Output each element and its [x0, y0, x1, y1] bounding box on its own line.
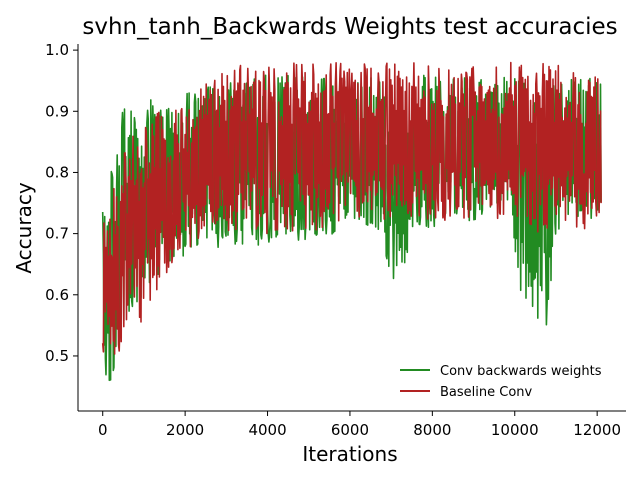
x-tick-label: 2000: [166, 421, 204, 439]
y-axis-title: Accuracy: [12, 182, 36, 273]
legend-label-0: Conv backwards weights: [440, 364, 602, 379]
chart-title: svhn_tanh_Backwards Weights test accurac…: [82, 14, 617, 40]
y-tick-label: 1.0: [45, 41, 69, 59]
legend-label-1: Baseline Conv: [440, 385, 533, 400]
y-tick-label: 0.9: [45, 102, 69, 120]
y-tick-label: 0.6: [45, 286, 69, 304]
ticks: 0 2000 4000 6000 8000 10000 12000 0.5 0.6 0.7 0.8 0…: [45, 41, 621, 439]
legend: Conv backwards weights Baseline Conv: [400, 364, 602, 400]
x-tick-label: 0: [98, 421, 108, 439]
axes: [77, 44, 626, 412]
y-tick-label: 0.5: [45, 347, 69, 365]
x-tick-label: 10000: [491, 421, 539, 439]
series-line-0: [101, 74, 602, 382]
plot-area: [101, 61, 602, 382]
y-tick-label: 0.8: [45, 163, 69, 181]
x-tick-label: 4000: [248, 421, 286, 439]
x-tick-label: 6000: [331, 421, 369, 439]
series-line-1: [101, 61, 602, 355]
x-tick-label: 8000: [413, 421, 451, 439]
x-tick-label: 12000: [573, 421, 621, 439]
x-axis-title: Iterations: [302, 442, 397, 466]
y-tick-label: 0.7: [45, 225, 69, 243]
